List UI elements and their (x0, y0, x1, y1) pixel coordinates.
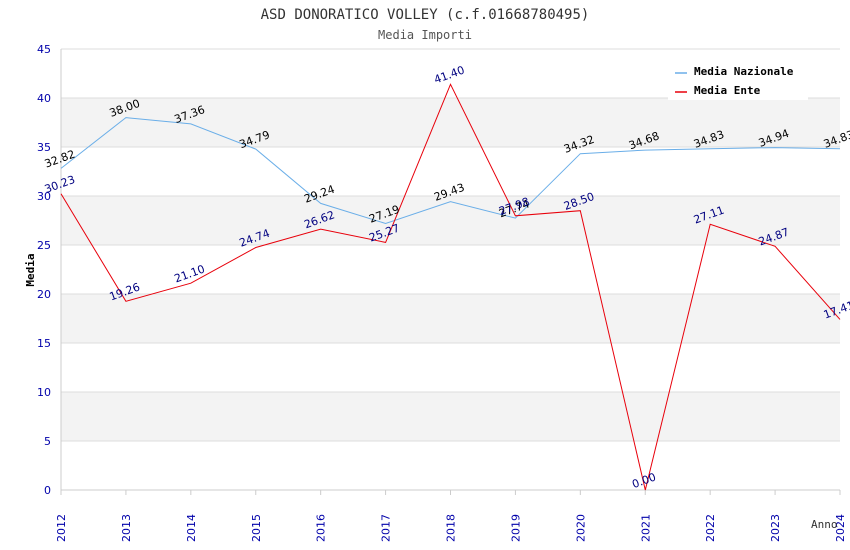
grid-band (61, 245, 840, 294)
x-tick-label: 2020 (574, 514, 587, 542)
series-line-media-ente (60, 83, 841, 491)
grid-lines (61, 48, 840, 491)
x-tick-label: 2023 (769, 514, 782, 542)
y-tick-label: 30 (37, 190, 51, 203)
series-group (60, 83, 841, 491)
x-axis-label: Anno (811, 518, 838, 531)
y-tick-label: 15 (37, 337, 51, 350)
legend-label-naz: Media Nazionale (694, 65, 794, 78)
x-tick-label: 2017 (380, 514, 393, 542)
y-tick-label: 0 (44, 484, 51, 497)
x-tick-label: 2018 (445, 514, 458, 542)
x-tick-label: 2014 (185, 514, 198, 542)
x-tick-label: 2012 (55, 514, 68, 542)
y-tick-label: 25 (37, 239, 51, 252)
y-axis-ticks: 0 5 10 15 20 25 30 35 40 45 (37, 43, 51, 497)
grid-band (61, 343, 840, 392)
grid-band (61, 147, 840, 196)
grid-band (61, 392, 840, 441)
y-tick-label: 5 (44, 435, 51, 448)
x-tick-label: 2015 (250, 514, 263, 542)
legend: Media Nazionale Media Ente (668, 60, 808, 100)
x-tick-label: 2013 (120, 514, 133, 542)
x-tick-label: 2019 (509, 514, 522, 542)
y-tick-label: 40 (37, 92, 51, 105)
legend-label-ente: Media Ente (694, 84, 761, 97)
y-axis-label: Media (24, 253, 37, 286)
series-line-media-nazionale (60, 117, 841, 225)
y-tick-label: 10 (37, 386, 51, 399)
chart-title: ASD DONORATICO VOLLEY (c.f.01668780495) (261, 7, 590, 23)
legend-box (668, 60, 808, 100)
y-tick-label: 35 (37, 141, 51, 154)
x-tick-label: 2022 (704, 514, 717, 542)
grid-bands (61, 49, 840, 490)
x-axis-ticks: 2012 2013 2014 2015 2016 2017 2018 2019 2020 2021… (55, 490, 847, 542)
x-tick-label: 2021 (639, 514, 652, 542)
chart-subtitle: Media Importi (378, 28, 472, 42)
grid-band (61, 98, 840, 147)
x-tick-label: 2024 (834, 514, 847, 542)
y-tick-label: 20 (37, 288, 51, 301)
grid-band (61, 196, 840, 245)
grid-band (61, 294, 840, 343)
y-tick-label: 45 (37, 43, 51, 56)
x-tick-label: 2016 (315, 514, 328, 542)
grid-band (61, 441, 840, 490)
